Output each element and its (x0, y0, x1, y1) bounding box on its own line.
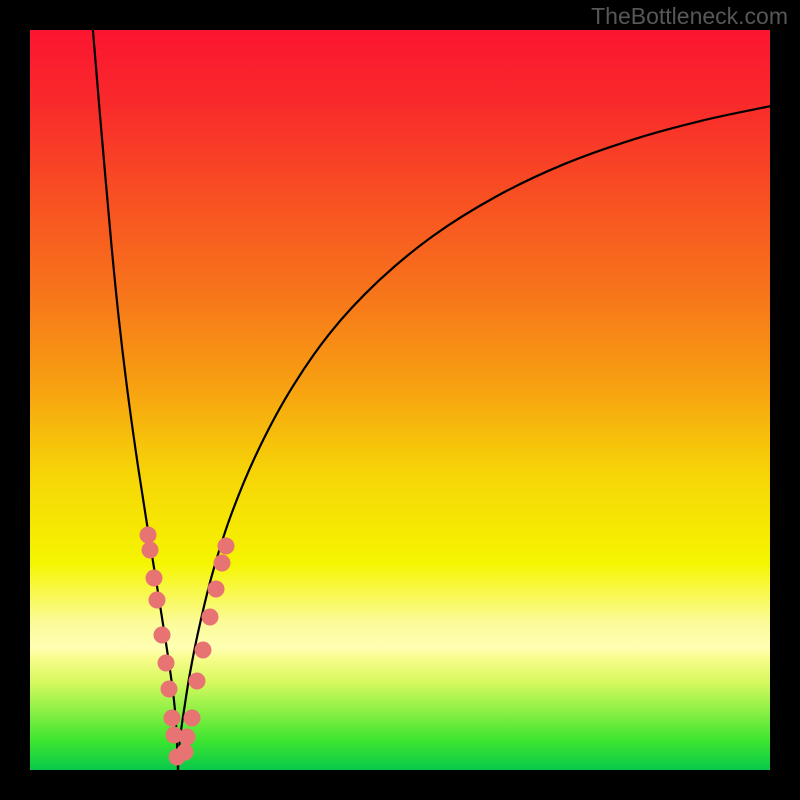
attribution-text: TheBottleneck.com (591, 3, 788, 30)
data-marker (178, 728, 195, 745)
data-marker (154, 627, 171, 644)
data-marker (213, 554, 230, 571)
data-marker (201, 608, 218, 625)
data-marker (139, 526, 156, 543)
data-marker (189, 673, 206, 690)
data-marker (184, 710, 201, 727)
data-marker (207, 580, 224, 597)
marker-layer (30, 30, 770, 770)
data-marker (195, 642, 212, 659)
data-marker (161, 680, 178, 697)
data-marker (164, 710, 181, 727)
outer-frame: TheBottleneck.com (0, 0, 800, 800)
plot-area (30, 30, 770, 770)
data-marker (218, 537, 235, 554)
data-marker (141, 542, 158, 559)
data-marker (149, 591, 166, 608)
data-marker (158, 655, 175, 672)
data-marker (146, 569, 163, 586)
data-marker (176, 743, 193, 760)
